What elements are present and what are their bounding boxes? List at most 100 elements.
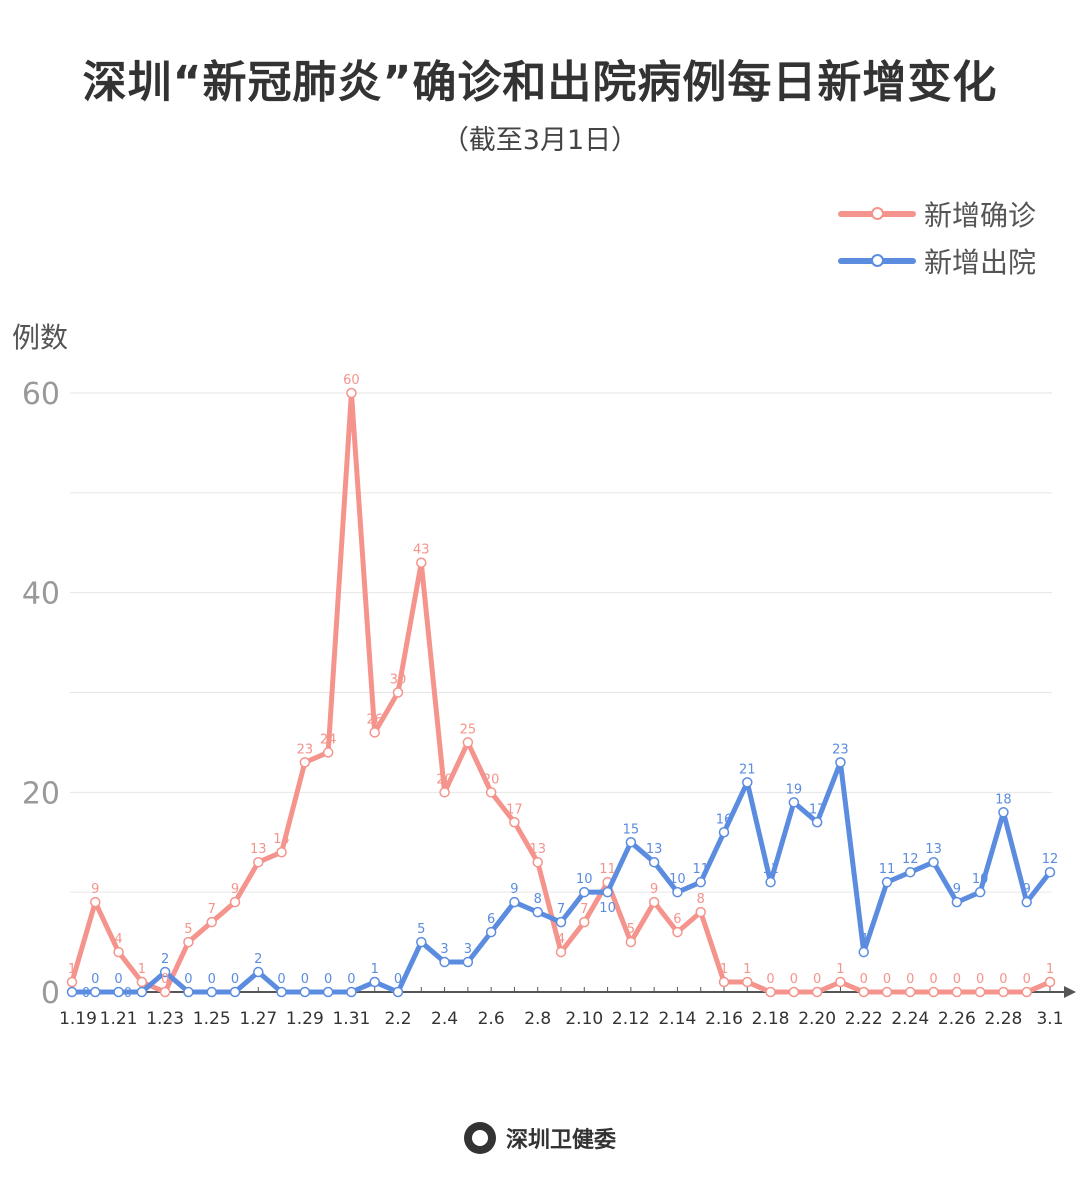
- data-point: [602, 886, 613, 898]
- data-label: 0: [347, 972, 355, 987]
- data-label: 0: [813, 972, 821, 987]
- data-point: [974, 886, 986, 898]
- data-label: 11: [599, 862, 616, 877]
- data-label: 10: [972, 872, 989, 887]
- x-tick-label: 2.12: [612, 1009, 650, 1029]
- data-label: 7: [557, 902, 565, 917]
- data-label: 13: [529, 842, 546, 857]
- data-label: 3: [440, 942, 448, 957]
- data-label: 13: [250, 842, 267, 857]
- data-label: 0: [766, 972, 774, 987]
- data-label: 9: [231, 882, 239, 897]
- data-point: [695, 876, 706, 888]
- data-label: 12: [902, 852, 919, 867]
- x-tick-label: 1.29: [286, 1009, 324, 1029]
- data-point: [998, 986, 1009, 998]
- data-point: [905, 986, 916, 998]
- data-label: 23: [832, 742, 849, 757]
- data-point: [1044, 976, 1056, 988]
- data-label: 13: [925, 842, 942, 857]
- data-point: [788, 986, 800, 998]
- x-tick-label: 1.27: [239, 1009, 277, 1029]
- data-point: [928, 856, 939, 868]
- data-point: [322, 747, 334, 758]
- data-label: 30: [390, 673, 407, 688]
- chart-title: 深圳“新冠肺炎”确诊和出院病例每日新增变化: [82, 57, 998, 108]
- data-label: 9: [91, 882, 99, 897]
- data-point: [1021, 986, 1032, 998]
- data-point: [974, 986, 986, 998]
- data-label: 0: [91, 972, 99, 987]
- data-label: 1: [138, 962, 146, 977]
- data-point: [299, 757, 311, 768]
- x-tick-label: 2.16: [705, 1009, 743, 1029]
- x-tick-label: 2.20: [798, 1009, 836, 1029]
- data-label: 0: [883, 972, 891, 987]
- data-point: [346, 986, 357, 998]
- x-tick-label: 2.10: [565, 1009, 603, 1029]
- x-tick-label: 3.1: [1036, 1009, 1063, 1029]
- data-label: 0: [114, 972, 122, 987]
- x-tick-label: 2.14: [658, 1009, 696, 1029]
- data-label: 0: [790, 972, 798, 987]
- legend-label-confirmed: 新增确诊: [924, 199, 1037, 232]
- data-label: 19: [786, 782, 803, 797]
- data-point: [206, 916, 217, 928]
- data-label: 0: [860, 972, 868, 987]
- logo-icon: [463, 1122, 496, 1154]
- data-label: 12: [1042, 852, 1059, 867]
- data-label: 10: [576, 872, 593, 887]
- data-point: [276, 846, 287, 858]
- data-label: 16: [716, 812, 733, 827]
- data-label: 18: [995, 792, 1012, 807]
- data-label: 7: [580, 902, 588, 917]
- y-tick-label: 40: [22, 577, 60, 612]
- x-tick-label: 2.2: [384, 1009, 411, 1029]
- data-label: 5: [184, 922, 192, 937]
- x-tick-label: 2.26: [938, 1009, 976, 1029]
- data-label: 15: [623, 822, 640, 837]
- data-label: 9: [953, 882, 961, 897]
- data-label: 5: [417, 922, 425, 937]
- series-line-1: [72, 759, 1052, 995]
- data-point: [485, 926, 497, 938]
- data-point: [858, 986, 869, 998]
- data-point: [509, 896, 520, 908]
- y-axis-label: 例数: [12, 321, 69, 354]
- data-label: 43: [413, 543, 430, 558]
- data-point: [998, 807, 1009, 818]
- data-point: [113, 946, 124, 958]
- data-label: 9: [1023, 882, 1031, 897]
- data-point: [462, 956, 474, 968]
- data-label: 0: [906, 972, 914, 987]
- x-tick-label: 1.31: [332, 1009, 370, 1029]
- legend-item-discharged: 新增出院: [838, 241, 1036, 281]
- data-point: [322, 986, 334, 998]
- x-tick-label: 2.8: [524, 1009, 551, 1029]
- data-label: 11: [762, 862, 779, 877]
- data-point: [136, 976, 148, 988]
- x-tick-label: 2.22: [845, 1009, 883, 1029]
- data-point: [229, 986, 241, 998]
- data-point: [439, 956, 450, 968]
- data-label: 0: [976, 972, 984, 987]
- data-label: 9: [510, 882, 518, 897]
- data-label: 1: [1046, 962, 1054, 977]
- data-label: 0: [161, 972, 169, 987]
- x-tick-label: 2.18: [752, 1009, 790, 1029]
- data-point: [881, 986, 893, 998]
- data-label: 5: [627, 922, 635, 937]
- data-point: [951, 986, 963, 998]
- data-label: 4: [114, 932, 122, 947]
- data-point: [625, 936, 637, 948]
- data-label: 7: [208, 902, 216, 917]
- x-tick-label: 1.23: [146, 1009, 184, 1029]
- data-point: [183, 936, 194, 948]
- data-point: [509, 817, 520, 828]
- data-point: [835, 757, 846, 768]
- data-point: [369, 976, 380, 988]
- data-point: [532, 906, 543, 918]
- data-point: [253, 856, 264, 868]
- data-point: [579, 886, 590, 898]
- x-tick-label: 1.19: [59, 1009, 97, 1029]
